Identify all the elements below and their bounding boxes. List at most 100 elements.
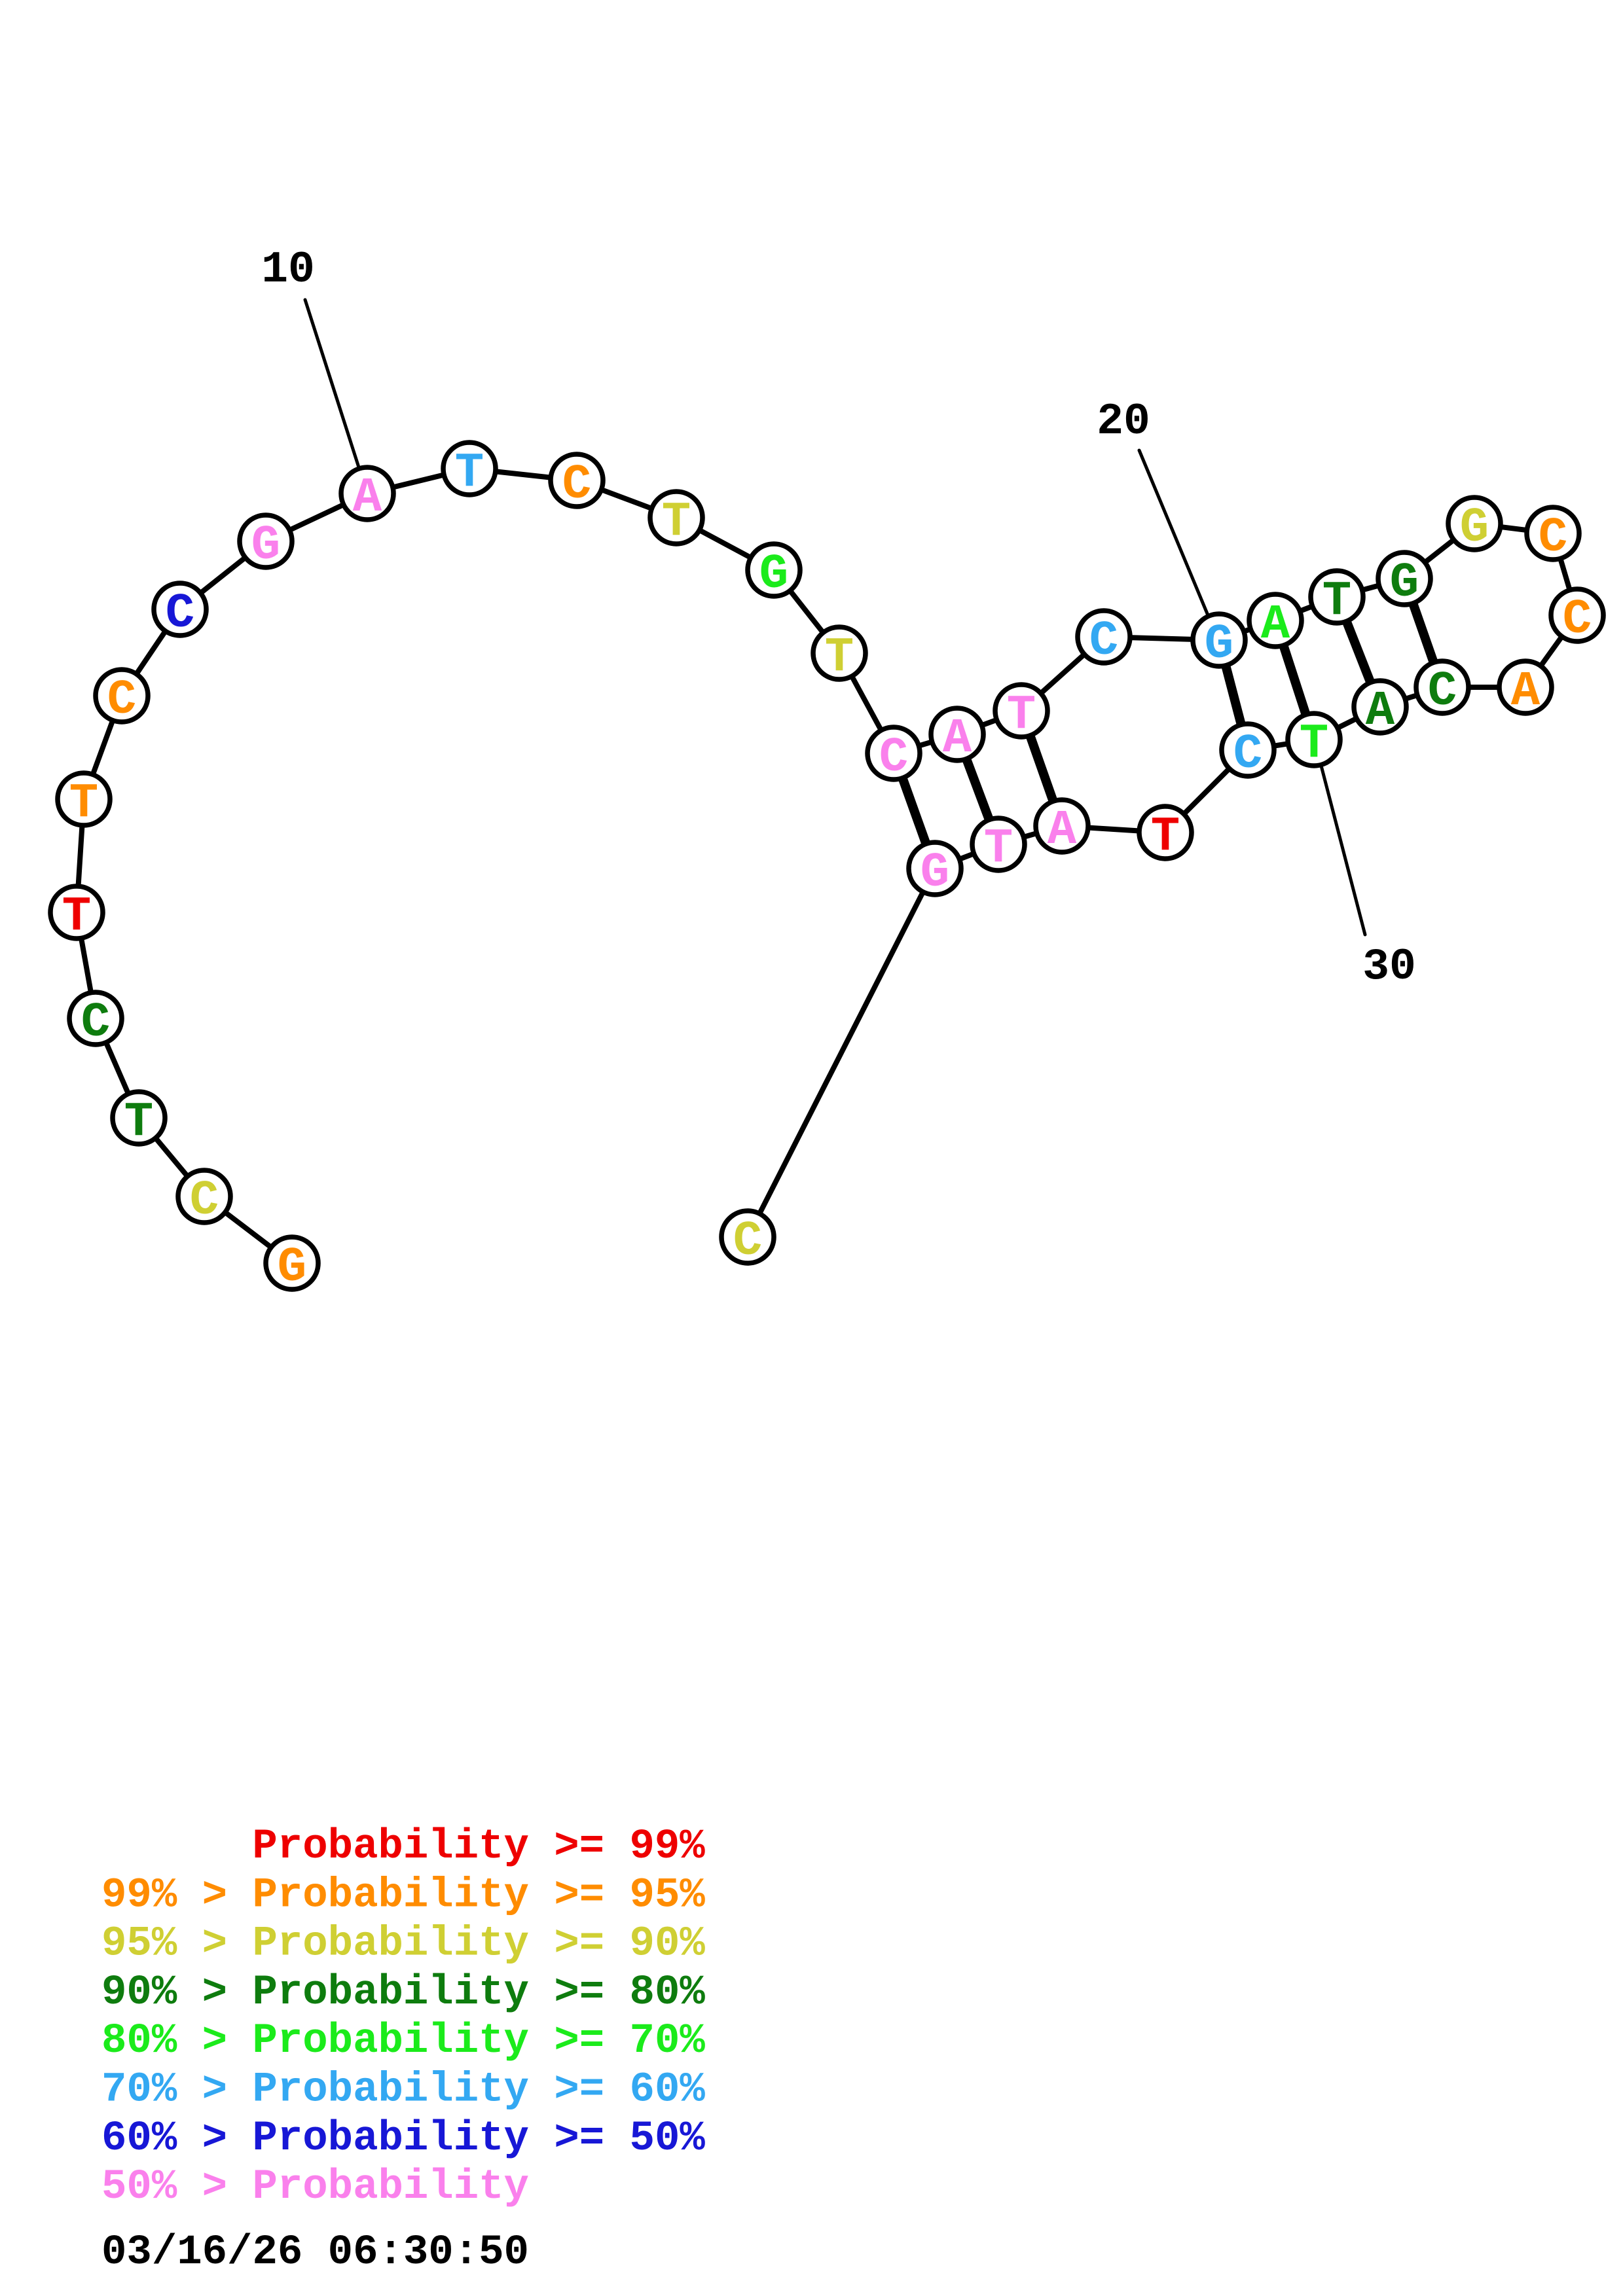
nucleotide-node: C — [548, 452, 606, 512]
nucleotide-circle — [110, 1089, 168, 1147]
nucleotide-circle — [1190, 611, 1248, 669]
position-label: 10 — [261, 245, 315, 295]
nucleotide-letter: T — [1300, 717, 1328, 772]
legend-row: 70% > Probability >= 60% — [101, 2067, 705, 2114]
nucleotide-letter: C — [1233, 727, 1262, 782]
nucleotide-circle — [48, 884, 105, 941]
nucleotide-circle — [237, 512, 295, 570]
probability-legend: 03/16/26 06:30:50 Probability >= 99%99% … — [101, 1823, 705, 2276]
nucleotide-circle — [970, 816, 1027, 873]
nucleotide-letter: C — [190, 1174, 219, 1229]
nucleotide-node: T — [647, 489, 705, 550]
nucleotide-circle — [1247, 592, 1304, 649]
nucleotide-letter: G — [251, 518, 280, 573]
nucleotide-node: G — [1190, 611, 1248, 672]
nucleotide-node: G — [1376, 550, 1433, 611]
nucleotide-letter: G — [278, 1240, 306, 1295]
nucleotide-letter: C — [166, 586, 194, 641]
nucleotide-letter: C — [562, 457, 591, 512]
position-label: 30 — [1362, 942, 1416, 992]
nucleotide-circle — [175, 1168, 233, 1225]
nucleotide-circle — [1376, 550, 1433, 607]
nucleotide-circle — [1308, 568, 1366, 626]
nucleotide-circle — [745, 541, 803, 599]
nucleotide-circle — [55, 770, 113, 828]
position-label-line — [303, 298, 361, 469]
nucleotide-circle — [93, 667, 151, 725]
nucleotide-circle — [719, 1208, 776, 1266]
nucleotide-node: G — [263, 1234, 321, 1295]
nucleotide-circle — [811, 624, 868, 682]
nucleotide-circle — [1137, 804, 1194, 861]
nucleotide-circle — [338, 465, 396, 522]
nucleotide-circle — [1219, 721, 1277, 779]
nucleotide-node: C — [865, 725, 922, 785]
nucleotide-node: G — [745, 541, 803, 602]
nucleotide-node: A — [1247, 592, 1304, 653]
nucleotide-letter: G — [1205, 617, 1233, 672]
nucleotide-node: T — [1285, 711, 1343, 772]
nucleotide-letter: C — [81, 996, 110, 1050]
nucleotide-circle — [1413, 658, 1471, 716]
nucleotide-node: T — [48, 884, 105, 944]
position-label-lines — [303, 298, 1367, 937]
nucleotide-circle — [548, 452, 606, 509]
legend-row: Probability >= 99% — [252, 1823, 705, 1871]
position-label-line — [1319, 764, 1367, 937]
nucleotide-letter: C — [1089, 614, 1118, 669]
nucleotide-circle — [1446, 495, 1503, 552]
nucleotide-node: C — [1548, 586, 1606, 647]
nucleotide-letter: C — [107, 673, 136, 728]
timestamp: 03/16/26 06:30:50 — [101, 2229, 529, 2276]
nucleotide-node: G — [906, 840, 964, 901]
legend-row: 50% > Probability — [101, 2164, 529, 2211]
nucleotide-node: G — [1446, 495, 1503, 556]
nucleotide-node: A — [1033, 797, 1091, 858]
legend-row: 60% > Probability >= 50% — [101, 2115, 705, 2162]
nucleotide-letter: A — [1048, 803, 1077, 858]
nucleotide-letter: G — [759, 547, 788, 602]
nucleotide-letter: A — [943, 711, 972, 766]
nucleotide-node: C — [93, 667, 151, 728]
nucleotide-circle — [993, 682, 1050, 740]
position-label: 20 — [1097, 397, 1150, 447]
legend-row: 95% > Probability >= 90% — [101, 1921, 705, 1968]
nucleotide-circle — [1497, 658, 1554, 716]
nucleotide-node: A — [338, 465, 396, 526]
nucleotide-circle — [1075, 608, 1133, 666]
nucleotide-letter: C — [879, 730, 908, 785]
nucleotide-circle — [441, 440, 498, 497]
legend-row: 90% > Probability >= 80% — [101, 1969, 705, 2017]
nucleotide-letter: T — [1007, 688, 1036, 743]
nucleotide-letter: C — [1539, 511, 1567, 565]
nucleotide-circle — [151, 581, 209, 638]
nucleotide-node: C — [1524, 505, 1582, 565]
nucleotide-node: T — [441, 440, 498, 501]
nucleotide-circle — [1524, 505, 1582, 562]
nucleotide-letter: T — [455, 446, 484, 501]
nucleotide-letter: C — [1428, 664, 1457, 719]
nucleotide-circle — [263, 1234, 321, 1292]
nucleotide-letter: C — [733, 1214, 762, 1269]
nucleotide-node: A — [1351, 678, 1409, 739]
nucleotide-node: C — [1413, 658, 1471, 719]
nucleotide-letter: T — [662, 495, 691, 550]
nucleotide-node: A — [928, 706, 986, 766]
position-label-line — [1137, 448, 1210, 617]
nucleotide-node: C — [1075, 608, 1133, 669]
nucleotide-circle — [1033, 797, 1091, 855]
nucleotide-letter: A — [353, 471, 382, 526]
nucleotide-letter: G — [1460, 501, 1489, 556]
nucleotide-circle — [67, 990, 124, 1047]
nucleotide-circle — [1285, 711, 1343, 768]
nucleotide-node: C — [175, 1168, 233, 1229]
nucleotide-circle — [865, 725, 922, 782]
nucleotide-node: T — [1137, 804, 1194, 865]
nucleotide-letter: A — [1261, 598, 1290, 653]
nucleotide-node: T — [110, 1089, 168, 1150]
nucleotide-circle — [1548, 586, 1606, 644]
nucleotide-circle — [928, 706, 986, 763]
